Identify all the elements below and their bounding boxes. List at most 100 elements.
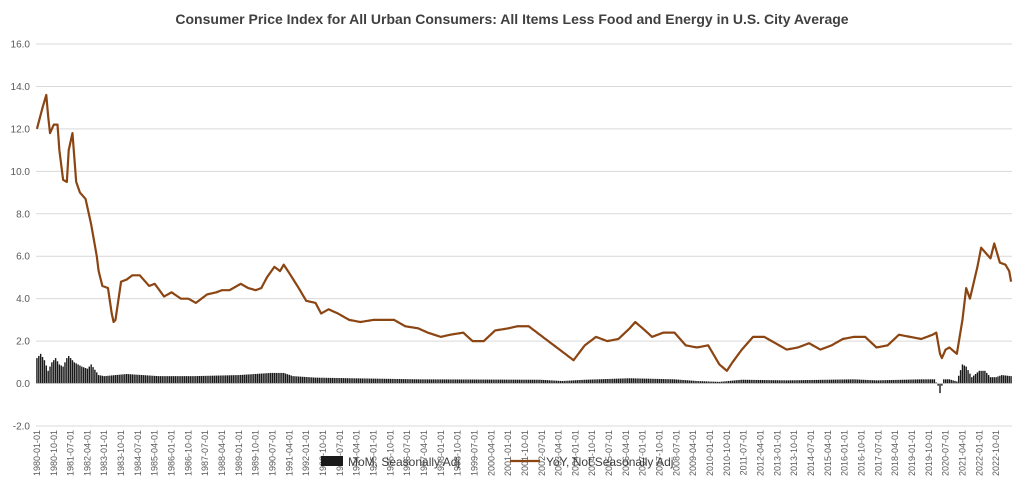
legend-swatch-mom <box>321 456 343 466</box>
bar-mom <box>795 380 797 384</box>
bar-mom <box>834 379 837 384</box>
bar-mom <box>393 378 395 384</box>
bar-mom <box>116 374 119 384</box>
bar-mom <box>499 379 502 384</box>
bar-mom <box>772 380 775 384</box>
bar-mom <box>857 379 859 384</box>
bar-mom <box>907 379 909 384</box>
bar-mom <box>232 375 234 384</box>
bar-mom <box>995 377 997 384</box>
bar-mom <box>900 379 902 384</box>
bar-mom <box>976 372 979 384</box>
bar-mom <box>275 372 277 384</box>
bar-mom <box>189 376 191 384</box>
bar-mom <box>888 380 891 384</box>
bar-mom <box>45 365 47 384</box>
bar-mom <box>412 379 414 384</box>
x-tick-label: 1987-07-01 <box>200 430 210 476</box>
bar-mom <box>868 380 870 384</box>
bar-mom <box>367 378 369 384</box>
x-tick-label: 2007-01-01 <box>638 430 648 476</box>
bar-mom <box>468 379 470 384</box>
bar-mom <box>54 358 57 384</box>
x-tick-label: 1980-10-01 <box>49 430 59 476</box>
bar-mom <box>421 379 423 384</box>
bar-mom <box>172 376 175 384</box>
bar-mom <box>819 379 822 384</box>
bar-mom <box>445 379 448 384</box>
bar-mom <box>776 380 779 384</box>
bar-mom <box>617 378 620 384</box>
x-tick-label: 2016-01-01 <box>840 430 850 476</box>
bar-mom <box>832 379 835 384</box>
x-tick-label: 1998-10-01 <box>453 430 463 476</box>
bar-mom <box>249 374 251 384</box>
bar-mom <box>369 378 371 384</box>
bar-mom <box>221 375 223 384</box>
bar-mom <box>124 374 126 384</box>
bar-mom <box>241 374 244 384</box>
bar-mom <box>374 378 377 384</box>
x-tick-label: 2022-10-01 <box>991 430 1001 476</box>
bar-mom <box>840 379 842 384</box>
bar-mom <box>210 375 212 384</box>
bar-mom <box>539 379 541 384</box>
bar-mom <box>692 380 694 384</box>
bar-mom <box>1010 376 1012 384</box>
bar-mom <box>428 379 431 384</box>
bar-mom <box>344 378 347 384</box>
x-tick-label: 1992-01-01 <box>301 430 311 476</box>
bar-mom <box>505 379 507 384</box>
gridlines <box>36 43 1012 427</box>
x-tick-label: 2013-01-01 <box>772 430 782 476</box>
bar-mom <box>769 380 771 384</box>
x-tick-label: 2010-01-01 <box>705 430 715 476</box>
bar-mom <box>552 380 554 384</box>
bar-mom <box>111 375 113 384</box>
bar-mom <box>269 372 272 384</box>
bar-mom <box>570 380 573 384</box>
x-tick-label: 2008-07-01 <box>671 430 681 476</box>
bar-mom <box>41 357 44 384</box>
bar-mom <box>271 372 274 384</box>
bar-mom <box>47 370 49 384</box>
bar-mom <box>251 374 253 384</box>
bar-mom <box>767 380 769 384</box>
bar-mom <box>230 375 233 384</box>
bar-mom <box>875 380 878 384</box>
bar-mom <box>436 379 438 384</box>
bar-mom <box>320 377 322 384</box>
bar-mom <box>886 380 889 384</box>
bar-mom <box>943 379 945 384</box>
x-tick-label: 2020-07-01 <box>941 430 951 476</box>
x-tick-label: 2001-01-01 <box>503 430 513 476</box>
bar-mom <box>155 376 158 384</box>
bar-mom <box>653 378 655 384</box>
y-tick-label: 2.0 <box>16 337 30 348</box>
y-tick-label: 10.0 <box>11 167 31 178</box>
bar-mom <box>662 379 665 384</box>
x-tick-label: 1997-04-01 <box>419 430 429 476</box>
bar-mom <box>722 381 724 384</box>
bar-mom <box>211 375 214 384</box>
bar-mom <box>634 378 636 384</box>
bar-mom <box>699 381 702 384</box>
chart-title: Consumer Price Index for All Urban Consu… <box>175 11 848 27</box>
bar-mom <box>112 375 115 384</box>
bar-mom <box>513 379 515 384</box>
x-tick-label: 1988-04-01 <box>217 430 227 476</box>
bar-mom <box>920 379 923 384</box>
bar-mom <box>1006 375 1009 384</box>
bar-mom <box>578 380 580 384</box>
bar-mom <box>965 366 967 384</box>
bar-mom <box>761 380 764 384</box>
bar-mom <box>664 379 666 384</box>
bar-mom <box>389 378 392 384</box>
bar-mom <box>64 362 66 384</box>
bar-mom <box>39 353 42 384</box>
bar-mom <box>686 380 689 384</box>
bar-mom <box>501 379 504 384</box>
y-tick-label: 12.0 <box>11 124 31 135</box>
bar-mom <box>787 380 790 384</box>
